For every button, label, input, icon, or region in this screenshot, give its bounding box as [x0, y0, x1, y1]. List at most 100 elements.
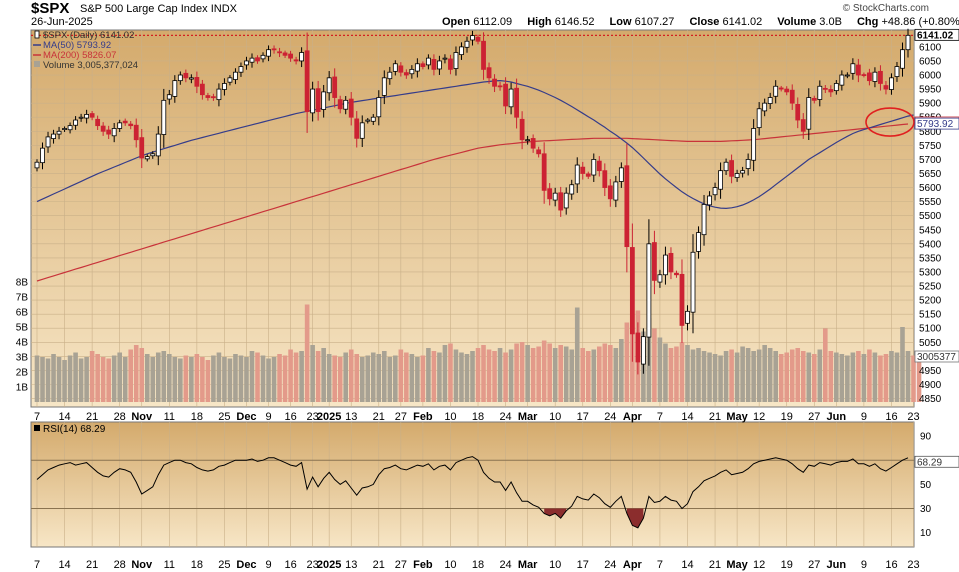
- high-stat: High 6146.52: [527, 16, 595, 28]
- candle-body: [100, 125, 106, 132]
- volume-bar: [541, 340, 547, 402]
- candle-body: [277, 51, 282, 54]
- volume-bar: [800, 351, 806, 402]
- candle-body: [679, 273, 685, 326]
- volume-bar: [690, 349, 696, 402]
- legend-volume: Volume 3,005,377,024: [43, 60, 138, 71]
- price-tick-label: 5100: [919, 324, 942, 335]
- volume-bar: [222, 357, 227, 402]
- change-stat: Chg +48.86 (+0.80%) ▲: [856, 16, 959, 28]
- volume-bar: [365, 355, 371, 402]
- volume-bar: [657, 337, 663, 402]
- date-tick-label-bottom: 11: [164, 559, 175, 571]
- candle-body: [414, 63, 420, 72]
- volume-bar: [56, 357, 62, 402]
- candle-body: [729, 160, 734, 177]
- volume-bar: [558, 345, 564, 402]
- candle-body: [117, 122, 123, 129]
- volume-bar: [470, 351, 475, 402]
- volume-bar: [552, 348, 558, 402]
- volume-bar: [525, 345, 530, 402]
- ohlc-summary: Open 6112.09 High 6146.52 Low 6107.27 Cl…: [442, 16, 959, 28]
- candle-body: [475, 36, 481, 42]
- candle-body: [177, 74, 183, 82]
- date-tick-label-bottom: 10: [549, 559, 561, 571]
- volume-bar: [828, 351, 834, 402]
- volume-bar: [106, 358, 111, 402]
- volume-bar: [144, 354, 150, 402]
- date-tick-label-bottom: 21: [709, 559, 721, 571]
- candle-body: [817, 85, 823, 100]
- candle-body: [128, 123, 134, 127]
- candle-body: [652, 242, 657, 281]
- candle-body: [701, 204, 707, 236]
- legend-price-swatch: [34, 30, 40, 39]
- candle-body: [255, 57, 260, 62]
- volume-bar: [745, 348, 751, 402]
- volume-bar: [751, 351, 756, 402]
- volume-bar: [508, 349, 514, 402]
- candle-body: [89, 113, 95, 118]
- candle-body: [519, 118, 525, 141]
- ma50-tag-box: [914, 117, 959, 130]
- date-tick-label-bottom: Apr: [623, 559, 643, 571]
- date-tick-label: 27: [395, 411, 407, 423]
- volume-bar: [89, 351, 95, 402]
- candle-body: [40, 147, 45, 164]
- volume-bar: [40, 357, 45, 402]
- volume-bar: [718, 355, 723, 402]
- candle-body: [640, 336, 646, 365]
- candle-body: [514, 87, 520, 118]
- volume-bar: [255, 352, 260, 402]
- volume-bar: [34, 355, 40, 402]
- price-tick-label: 5700: [919, 155, 942, 166]
- date-tick-label-bottom: Nov: [131, 559, 153, 571]
- candle-body: [56, 130, 62, 135]
- volume-bar: [282, 355, 288, 402]
- candle-body: [889, 77, 894, 90]
- price-tag: 6141.02: [917, 30, 954, 41]
- volume-bar: [492, 351, 497, 402]
- volume-bar: [596, 346, 602, 402]
- volume-bar: [244, 357, 249, 402]
- candle-body: [73, 119, 78, 126]
- candle-body: [541, 153, 547, 191]
- ma50-tag: 5793.92: [917, 119, 954, 130]
- candle-body: [233, 71, 238, 80]
- volume-bar: [503, 352, 508, 402]
- candle-body: [216, 88, 222, 101]
- candle-body: [861, 74, 867, 76]
- legend-rsi-swatch: [34, 425, 40, 431]
- date-tick-label: 21: [709, 411, 721, 423]
- candle-body: [381, 77, 387, 96]
- volume-bar: [773, 351, 778, 402]
- volume-bar: [398, 349, 404, 402]
- volume-bar: [674, 346, 679, 402]
- date-tick-label: Feb: [413, 411, 433, 423]
- candle-body: [133, 124, 139, 141]
- candle-body: [707, 195, 712, 206]
- volume-bar: [216, 352, 222, 402]
- volume-bar: [299, 351, 304, 402]
- date-tick-label-bottom: 16: [284, 559, 296, 571]
- candle-body: [464, 40, 470, 48]
- date-tick-label-bottom: 24: [499, 559, 511, 571]
- candle-body: [607, 185, 613, 200]
- candle-body: [453, 52, 459, 69]
- candle-body: [448, 58, 453, 70]
- volume-tag-box: [914, 350, 959, 363]
- candle-body: [282, 52, 288, 56]
- volume-bar: [530, 348, 536, 402]
- candle-body: [596, 160, 602, 172]
- rsi-series: [31, 456, 914, 529]
- volume-tick-label: 8B: [16, 278, 29, 289]
- date-tick-label: Apr: [623, 411, 643, 423]
- volume-bar: [834, 352, 839, 402]
- date-tick-label-bottom: 23: [307, 559, 319, 571]
- candle-body: [657, 274, 663, 283]
- candle-body: [530, 138, 536, 149]
- candle-body: [376, 97, 382, 118]
- volume-bar: [178, 358, 183, 402]
- date-tick-label-bottom: 21: [86, 559, 98, 571]
- volume-bar: [271, 357, 277, 402]
